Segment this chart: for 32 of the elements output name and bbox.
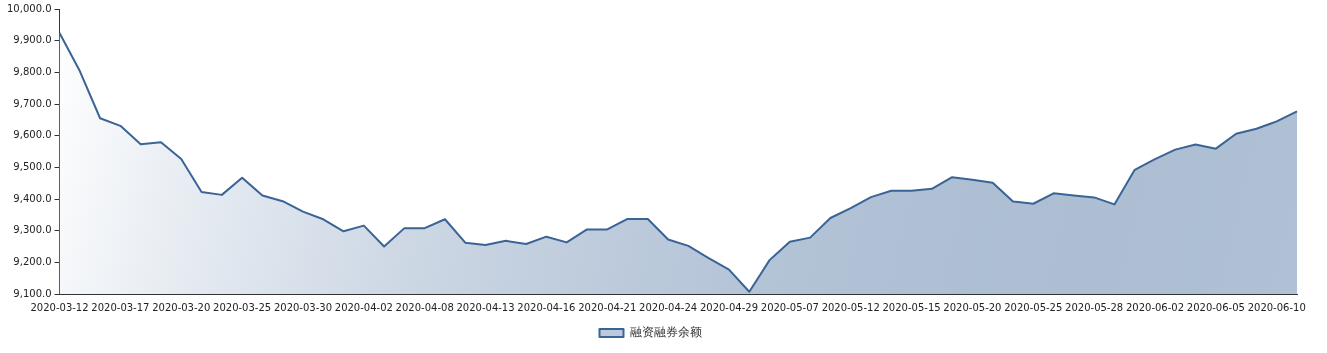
- x-tick-label: 2020-05-20: [943, 301, 1002, 313]
- y-tick-label: 9,200.0: [13, 255, 52, 267]
- x-tick-label: 2020-03-20: [152, 301, 211, 313]
- y-tick-label: 9,300.0: [13, 224, 52, 236]
- x-tick-label: 2020-03-17: [91, 301, 150, 313]
- y-tick-label: 9,400.0: [13, 192, 52, 204]
- y-tick-label: 9,900.0: [13, 34, 52, 46]
- x-tick-label: 2020-05-25: [1004, 301, 1063, 313]
- x-tick-label: 2020-03-30: [273, 301, 333, 313]
- y-tick-label: 9,500.0: [13, 160, 52, 172]
- x-tick-label: 2020-04-24: [639, 301, 698, 313]
- x-tick-label: 2020-06-05: [1186, 301, 1245, 313]
- y-tick-label: 9,800.0: [13, 65, 52, 77]
- y-tick-label: 9,600.0: [13, 129, 52, 141]
- x-tick-label: 2020-03-25: [213, 301, 272, 313]
- y-tick-label: 9,700.0: [13, 97, 52, 109]
- x-tick-label: 2020-05-07: [760, 301, 819, 313]
- y-tick-label: 10,000.0: [7, 2, 52, 14]
- legend-label: 融资融券余额: [629, 325, 702, 340]
- x-tick-label: 2020-04-08: [395, 301, 454, 313]
- x-tick-label: 2020-03-12: [30, 301, 89, 313]
- x-tick-label: 2020-04-02: [334, 301, 393, 313]
- x-tick-label: 2020-04-16: [517, 301, 576, 313]
- x-tick-label: 2020-05-12: [821, 301, 880, 313]
- x-tick-label: 2020-05-28: [1065, 301, 1124, 313]
- x-tick-label: 2020-04-13: [456, 301, 515, 313]
- x-tick-label: 2020-06-02: [1125, 301, 1185, 313]
- x-tick-label: 2020-05-15: [882, 301, 941, 313]
- x-tick-label: 2020-04-21: [578, 301, 637, 313]
- y-tick-label: 9,100.0: [13, 287, 52, 299]
- x-tick-label: 2020-06-10: [1247, 301, 1306, 313]
- x-tick-label: 2020-04-29: [699, 301, 759, 313]
